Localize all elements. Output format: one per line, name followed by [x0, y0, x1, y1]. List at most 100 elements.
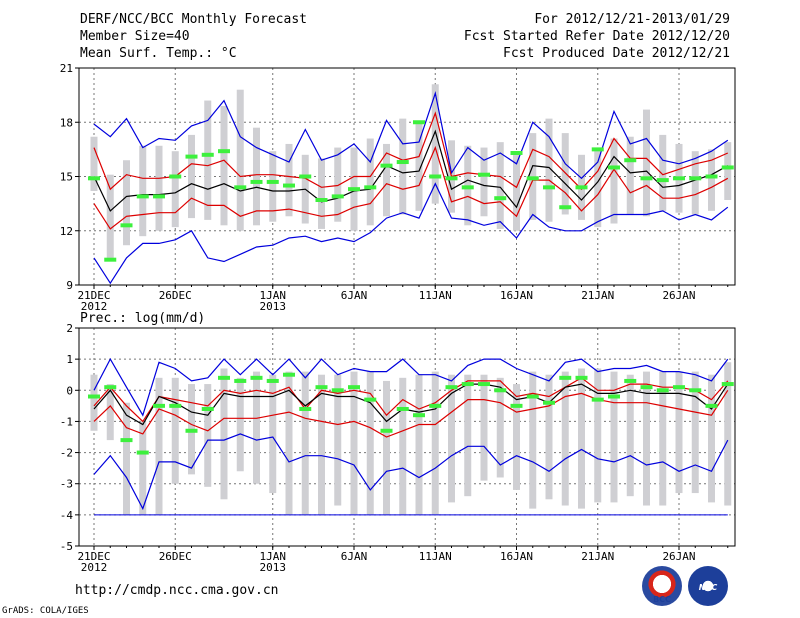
- temp-lower-line: [93, 145, 729, 230]
- prec-median-marker: [413, 413, 425, 418]
- temp-spread-box: [643, 109, 650, 217]
- prec-median-marker: [136, 450, 149, 455]
- prec-spread-box: [626, 374, 634, 497]
- temp-median-marker: [705, 174, 718, 179]
- temp-spread-box: [269, 151, 277, 222]
- prec-spread-box: [496, 377, 504, 478]
- bcc-logo-text: BCC: [653, 595, 671, 604]
- prec-xtick-label: 11JAN: [419, 550, 452, 563]
- ncc-logo-text: NCC: [698, 583, 718, 592]
- temp-spread-box: [399, 118, 407, 215]
- temp-median-marker: [88, 176, 100, 181]
- prec-variable-label: Prec.: log(mm/d): [80, 311, 205, 326]
- temp-median-marker: [543, 185, 555, 190]
- temp-min-line: [93, 182, 729, 285]
- prec-spread-box: [155, 377, 163, 515]
- prec-spread-box: [594, 368, 602, 503]
- prec-median-marker: [445, 385, 458, 390]
- prec-spread-box: [708, 374, 715, 503]
- temp-median-marker: [396, 160, 409, 165]
- prec-median-marker: [526, 394, 539, 399]
- bcc-logo: BCC: [642, 566, 682, 606]
- forecast-started-label: Fcst Started Refer Date 2012/12/20: [463, 29, 730, 44]
- prec-median-marker: [364, 397, 377, 402]
- prec-spread-box: [415, 374, 423, 515]
- temp-median-marker: [445, 176, 458, 181]
- temp-spread-box: [415, 124, 423, 211]
- temp-median-marker: [104, 257, 117, 262]
- prec-spread-box: [301, 371, 309, 515]
- temp-spread-box: [708, 149, 715, 211]
- prec-spread-box: [675, 371, 683, 494]
- prec-median-marker: [120, 438, 133, 443]
- temp-median-marker: [283, 183, 295, 188]
- temp-median-marker: [624, 158, 637, 163]
- temp-spread-box: [610, 138, 618, 224]
- prec-median-marker: [640, 385, 653, 390]
- prec-median-marker: [153, 403, 165, 408]
- temp-spread-box: [691, 151, 699, 215]
- ncc-logo: NCC: [688, 566, 728, 606]
- temp-xtick-label: 21DEC: [77, 289, 110, 302]
- temp-spread-box: [139, 145, 147, 237]
- prec-median-marker: [250, 375, 263, 380]
- prec-spread-box: [513, 384, 520, 490]
- temp-median-marker: [559, 205, 572, 210]
- prec-spread-box: [724, 362, 732, 506]
- prec-median-marker: [510, 403, 523, 408]
- temp-spread-box: [171, 151, 179, 228]
- prec-ytick-label: -3: [60, 478, 73, 491]
- prec-xtick-label: 21DEC: [77, 550, 110, 563]
- prec-median-marker: [478, 382, 490, 387]
- prec-spread-box: [464, 374, 472, 497]
- prec-median-marker: [234, 378, 247, 383]
- temp-spread-box: [513, 151, 520, 231]
- temp-xtick-label: 16JAN: [500, 289, 533, 302]
- prec-ytick-label: 0: [66, 384, 73, 397]
- prec-median-marker: [656, 388, 669, 393]
- prec-median-marker: [494, 388, 507, 393]
- temp-xtick-year: 2012: [81, 300, 108, 313]
- temp-median-marker: [331, 194, 344, 199]
- prec-max-line: [93, 357, 729, 417]
- prec-spread-box: [90, 374, 98, 431]
- prec-spread-box: [643, 371, 650, 506]
- prec-spread-box: [610, 371, 618, 503]
- prec-xtick-label: 6JAN: [341, 550, 368, 563]
- prec-ytick-label: -4: [60, 509, 74, 522]
- temp-spread-box: [204, 100, 212, 220]
- prec-median-marker: [461, 382, 474, 387]
- prec-median-marker: [624, 378, 637, 383]
- temp-xtick-label: 6JAN: [341, 289, 368, 302]
- temp-spread-box: [106, 174, 114, 258]
- prec-median-marker: [283, 372, 295, 377]
- prec-spread-box: [106, 384, 114, 441]
- temp-median-marker: [380, 163, 393, 168]
- temp-median-marker: [478, 172, 490, 177]
- prec-median-marker: [591, 397, 604, 402]
- source-url[interactable]: http://cmdp.ncc.cma.gov.cn: [75, 583, 279, 598]
- temp-median-marker: [169, 174, 182, 179]
- prec-xtick-label: 1JAN: [260, 550, 287, 563]
- temp-spread-box: [496, 142, 504, 229]
- temp-median-marker: [510, 150, 523, 155]
- temp-median-marker: [299, 174, 312, 179]
- prec-median-marker: [559, 375, 572, 380]
- prec-frame: [78, 327, 736, 547]
- prec-spread-box: [529, 371, 537, 509]
- prec-ytick-label: -2: [60, 447, 73, 460]
- temp-median-marker: [673, 176, 685, 181]
- temp-median-marker: [591, 147, 604, 152]
- temp-median-marker: [348, 187, 360, 192]
- temp-median-marker: [413, 120, 425, 125]
- forecast-produced-label: Fcst Produced Date 2012/12/21: [503, 46, 730, 61]
- prec-spread-box: [545, 374, 553, 500]
- temp-spread-box: [318, 158, 325, 229]
- prec-spread-box: [236, 377, 244, 472]
- temp-median-marker: [575, 185, 588, 190]
- prec-xtick-label: 16JAN: [500, 550, 533, 563]
- prec-spread-box: [480, 374, 488, 481]
- temp-spread-box: [285, 143, 293, 217]
